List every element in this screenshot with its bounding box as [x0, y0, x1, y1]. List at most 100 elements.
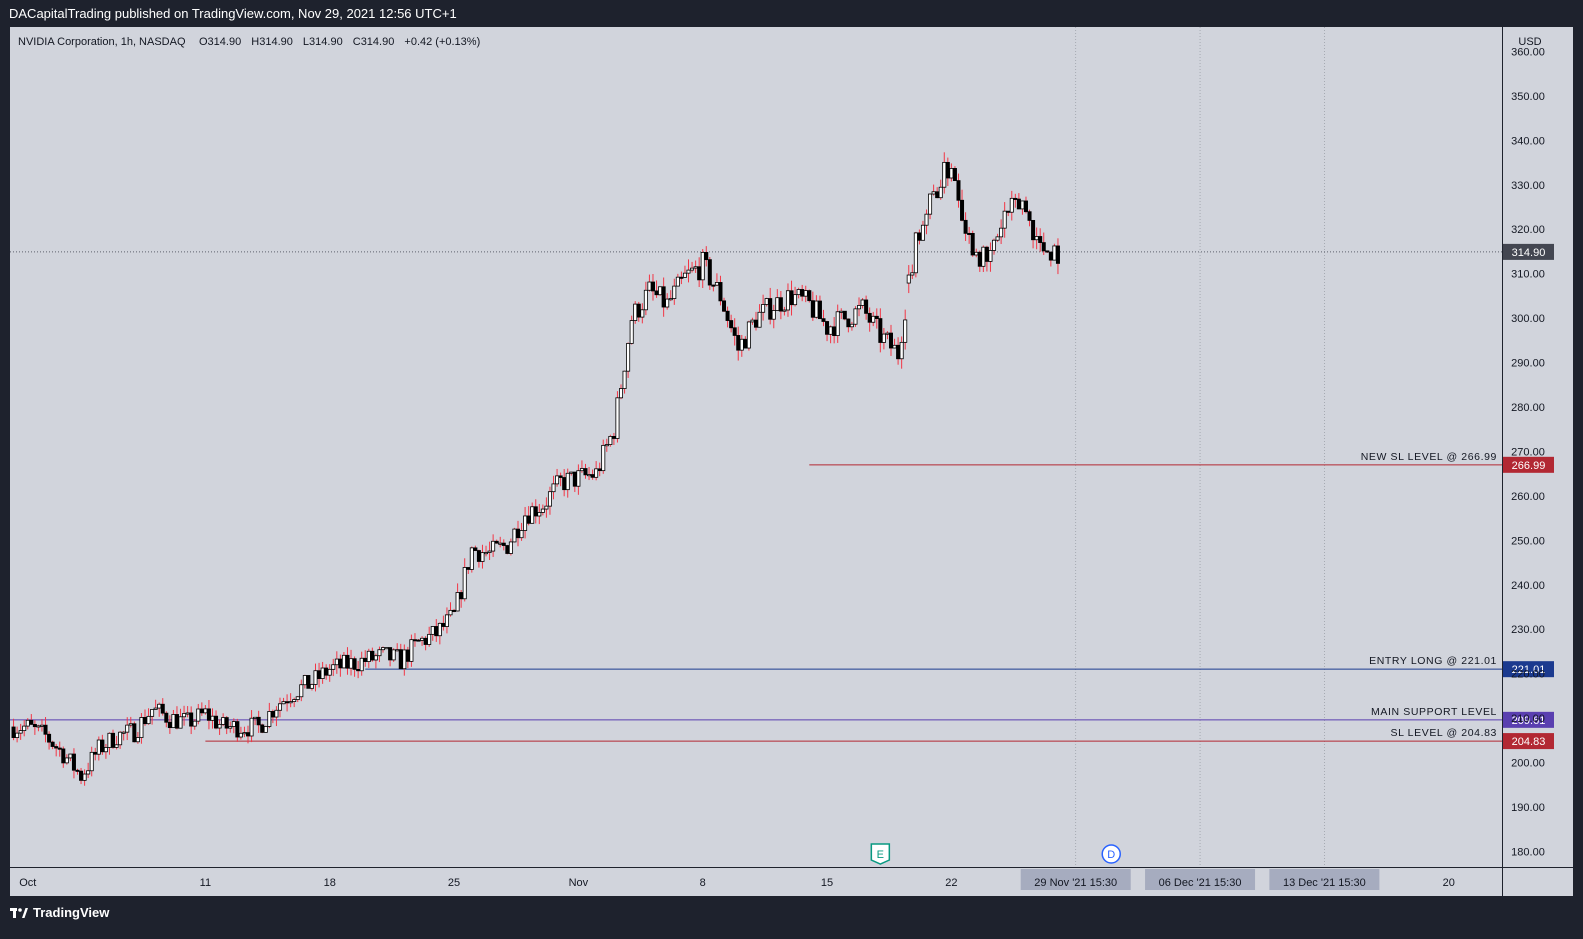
- candle-body: [1055, 245, 1060, 264]
- candle-body: [700, 252, 705, 281]
- ohlc-low: L314.90: [303, 36, 343, 48]
- candle-body: [640, 309, 645, 318]
- price-tick-label: 230.00: [1511, 624, 1545, 636]
- price-tick-label: 290.00: [1511, 358, 1545, 370]
- candle-body: [782, 309, 787, 312]
- candle-body: [547, 491, 552, 507]
- candle-body: [135, 737, 140, 743]
- price-axis[interactable]: 266.99 221.01 209.61 204.83 180.00 190.00 200.…: [1503, 46, 1554, 858]
- candle-body: [420, 637, 425, 641]
- candle-body: [150, 709, 155, 717]
- candle-body: [498, 542, 503, 545]
- candle-body: [551, 483, 556, 493]
- candle-body: [970, 232, 975, 256]
- symbol-info: NVIDIA Corporation, 1h, NASDAQ: [18, 36, 186, 48]
- future-time-label: 13 Dec '21 15:30: [1283, 877, 1366, 889]
- candle-body: [267, 711, 272, 727]
- candle-body: [764, 298, 769, 305]
- candle-body: [320, 667, 325, 679]
- candle-body: [935, 191, 940, 199]
- level-price-badge: [1503, 661, 1554, 678]
- candle-body: [182, 713, 187, 718]
- candle-body: [405, 649, 410, 662]
- candle-body: [626, 343, 631, 372]
- candle-body: [501, 542, 506, 546]
- candle-body: [359, 657, 364, 672]
- price-tick-label: 350.00: [1511, 91, 1545, 103]
- candle-body: [785, 290, 790, 311]
- candle-body: [174, 714, 179, 729]
- candle-body: [963, 219, 968, 234]
- candle-body: [508, 541, 513, 554]
- candle-body: [945, 161, 950, 179]
- candle-body: [263, 726, 268, 733]
- candle-body: [1009, 197, 1014, 213]
- candle-body: [569, 471, 574, 474]
- candle-body: [68, 753, 73, 759]
- candle-body: [111, 732, 116, 748]
- candle-body: [409, 639, 414, 662]
- vertical-gridlines: [1075, 27, 1325, 867]
- candle-body: [832, 326, 837, 337]
- candle-body: [89, 751, 94, 772]
- candle-body: [270, 711, 275, 718]
- candle-body: [341, 654, 346, 669]
- candle-body: [537, 512, 542, 517]
- candle-body: [430, 626, 435, 635]
- candle-body: [71, 753, 76, 771]
- candle-body: [583, 468, 588, 476]
- candle-body: [665, 298, 670, 308]
- candle-body: [995, 236, 1000, 241]
- level-label: SL LEVEL @ 204.83: [1391, 727, 1497, 739]
- candle-body: [480, 552, 485, 562]
- time-axis[interactable]: Oct111825Nov81522Dec2029 Nov '21 15:3006…: [19, 869, 1455, 890]
- corner-background: [1503, 868, 1573, 896]
- candle-body: [338, 658, 343, 669]
- candle-body: [82, 773, 87, 781]
- candle-body: [754, 319, 759, 328]
- candle-body: [103, 747, 108, 753]
- candle-body: [214, 715, 219, 729]
- candle-body: [203, 708, 208, 714]
- candle-body: [79, 770, 84, 781]
- candle-body: [967, 232, 972, 235]
- candles: [11, 152, 1060, 786]
- candle-body: [39, 724, 44, 727]
- chart-area[interactable]: NEW SL LEVEL @ 266.99 ENTRY LONG @ 221.01…: [10, 27, 1573, 896]
- price-tick-label: 300.00: [1511, 313, 1545, 325]
- candle-body: [778, 297, 783, 312]
- tradingview-logo[interactable]: TradingView: [10, 905, 109, 920]
- candle-body: [800, 289, 805, 297]
- candle-body: [494, 540, 499, 544]
- candle-body: [1031, 219, 1036, 241]
- candle-body: [423, 637, 428, 645]
- event-marker[interactable]: D: [1101, 844, 1121, 864]
- candle-body: [274, 709, 279, 718]
- candle-body: [484, 552, 489, 555]
- candle-body: [579, 468, 584, 472]
- candle-body: [523, 515, 528, 531]
- candle-body: [459, 592, 464, 600]
- candle-body: [530, 506, 535, 524]
- candle-body: [803, 290, 808, 297]
- price-tick-label: 250.00: [1511, 535, 1545, 547]
- candle-body: [658, 286, 663, 296]
- event-marker-label: E: [877, 849, 884, 861]
- candle-body: [299, 684, 304, 698]
- candle-body: [768, 298, 773, 320]
- candle-body: [555, 475, 560, 485]
- event-marker[interactable]: E: [870, 843, 891, 865]
- candle-body: [810, 300, 815, 318]
- publish-info: DACapitalTrading published on TradingVie…: [9, 6, 457, 21]
- future-time-badge: [1269, 869, 1380, 890]
- candle-body: [1052, 245, 1057, 261]
- candle-body: [519, 530, 524, 539]
- price-chart[interactable]: NEW SL LEVEL @ 266.99 ENTRY LONG @ 221.01…: [10, 27, 1573, 896]
- candle-body: [960, 199, 965, 221]
- level-price-badge: [1503, 733, 1554, 750]
- candle-body: [711, 284, 716, 287]
- candle-body: [739, 338, 744, 351]
- candle-body: [11, 726, 16, 738]
- candle-body: [93, 751, 98, 755]
- candle-body: [288, 701, 293, 704]
